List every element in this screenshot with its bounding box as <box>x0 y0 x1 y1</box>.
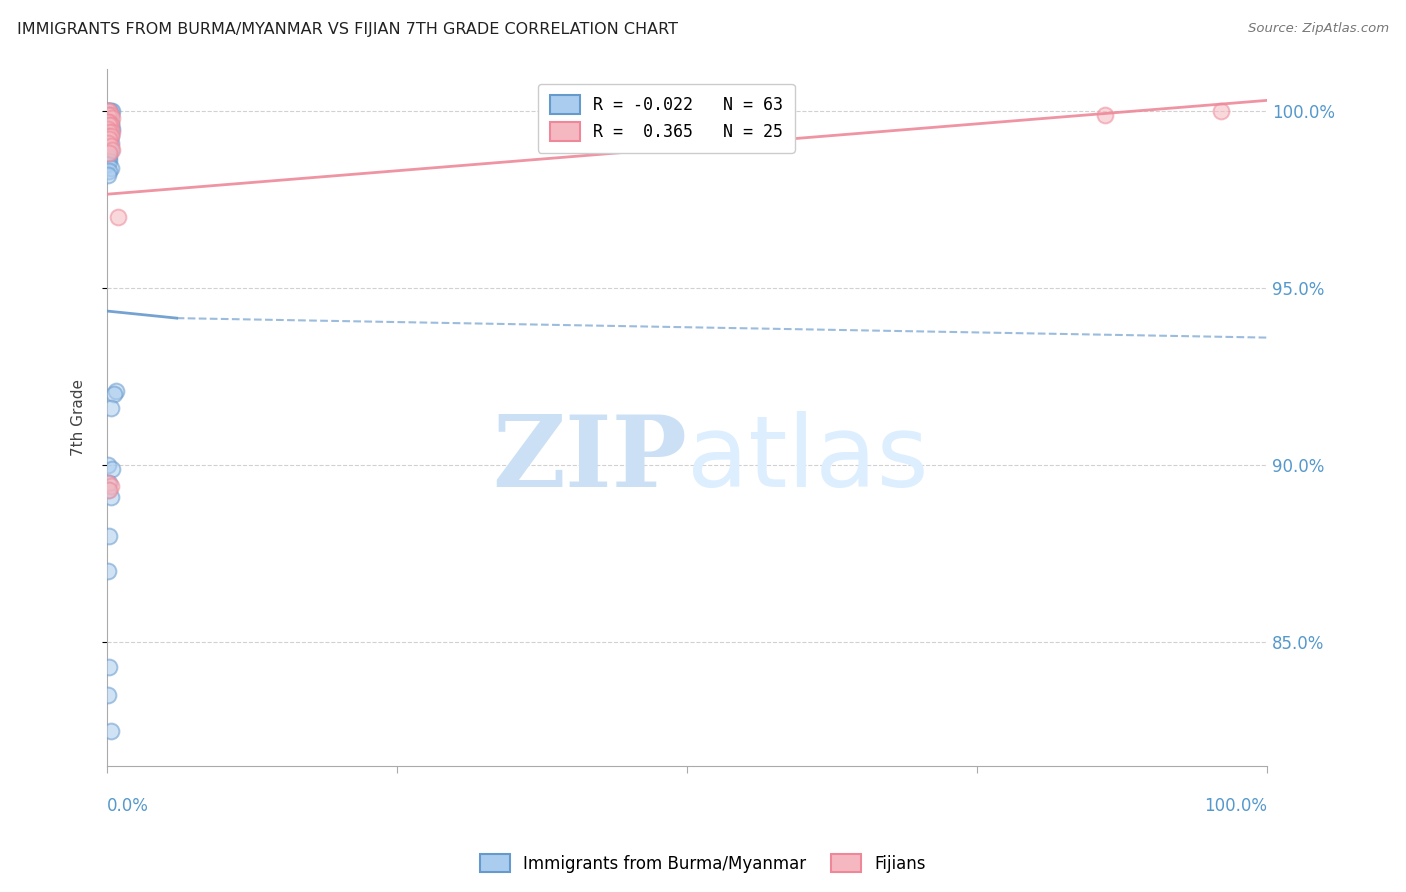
Point <box>98 132 121 146</box>
Point <box>103 387 125 401</box>
Point <box>100 128 122 143</box>
Point <box>100 111 122 125</box>
Point <box>97 107 120 121</box>
Point <box>98 128 121 143</box>
Point <box>98 125 121 139</box>
Point <box>100 107 122 121</box>
Point <box>100 723 122 738</box>
Point <box>97 475 120 490</box>
Point <box>97 146 120 161</box>
Point <box>98 529 121 543</box>
Point <box>100 114 122 128</box>
Text: atlas: atlas <box>688 410 928 508</box>
Point <box>97 458 120 472</box>
Point <box>97 121 120 136</box>
Point <box>97 107 120 121</box>
Point <box>100 461 122 475</box>
Legend: R = -0.022   N = 63, R =  0.365   N = 25: R = -0.022 N = 63, R = 0.365 N = 25 <box>538 84 794 153</box>
Point <box>1094 107 1116 121</box>
Point <box>98 146 121 161</box>
Point <box>97 118 120 132</box>
Point <box>97 114 120 128</box>
Text: ZIP: ZIP <box>492 410 688 508</box>
Text: IMMIGRANTS FROM BURMA/MYANMAR VS FIJIAN 7TH GRADE CORRELATION CHART: IMMIGRANTS FROM BURMA/MYANMAR VS FIJIAN … <box>17 22 678 37</box>
Point <box>100 121 122 136</box>
Point <box>98 164 121 178</box>
Point <box>100 139 122 153</box>
Point <box>98 143 121 157</box>
Point <box>97 125 120 139</box>
Point <box>97 483 120 497</box>
Point <box>98 483 121 497</box>
Point <box>97 103 120 118</box>
Point <box>98 125 121 139</box>
Point <box>98 114 121 128</box>
Point <box>98 103 121 118</box>
Point <box>100 121 122 136</box>
Point <box>98 139 121 153</box>
Point <box>98 153 121 168</box>
Point <box>97 139 120 153</box>
Point <box>105 384 128 398</box>
Point <box>107 211 129 225</box>
Point <box>100 103 122 118</box>
Point <box>100 118 122 132</box>
Point <box>100 143 122 157</box>
Point <box>97 128 120 143</box>
Point <box>97 564 120 578</box>
Point <box>97 139 120 153</box>
Point <box>97 118 120 132</box>
Point <box>98 132 121 146</box>
Point <box>98 146 121 161</box>
Point <box>97 157 120 171</box>
Text: 100.0%: 100.0% <box>1204 797 1267 814</box>
Point <box>100 103 122 118</box>
Text: Source: ZipAtlas.com: Source: ZipAtlas.com <box>1249 22 1389 36</box>
Point <box>98 111 121 125</box>
Point <box>97 103 120 118</box>
Point <box>100 118 122 132</box>
Point <box>100 125 122 139</box>
Point <box>97 125 120 139</box>
Point <box>97 114 120 128</box>
Point <box>98 118 121 132</box>
Point <box>98 660 121 674</box>
Point <box>97 136 120 150</box>
Point <box>97 168 120 182</box>
Point <box>100 125 122 139</box>
Point <box>100 136 122 150</box>
Point <box>97 150 120 164</box>
Point <box>98 121 121 136</box>
Point <box>100 161 122 175</box>
Point <box>98 118 121 132</box>
Point <box>97 103 120 118</box>
Point <box>100 128 122 143</box>
Point <box>97 111 120 125</box>
Point <box>98 103 121 118</box>
Point <box>100 490 122 504</box>
Point <box>97 132 120 146</box>
Point <box>97 121 120 136</box>
Point <box>97 136 120 150</box>
Point <box>98 136 121 150</box>
Point <box>1209 103 1232 118</box>
Point <box>98 114 121 128</box>
Point <box>97 153 120 168</box>
Legend: Immigrants from Burma/Myanmar, Fijians: Immigrants from Burma/Myanmar, Fijians <box>474 847 932 880</box>
Point <box>98 103 121 118</box>
Point <box>100 143 122 157</box>
Point <box>98 475 121 490</box>
Point <box>97 688 120 702</box>
Y-axis label: 7th Grade: 7th Grade <box>72 379 86 456</box>
Point <box>100 401 122 416</box>
Point <box>98 121 121 136</box>
Point <box>98 150 121 164</box>
Point <box>97 128 120 143</box>
Text: 0.0%: 0.0% <box>107 797 149 814</box>
Point <box>100 107 122 121</box>
Point <box>100 479 122 493</box>
Point <box>98 107 121 121</box>
